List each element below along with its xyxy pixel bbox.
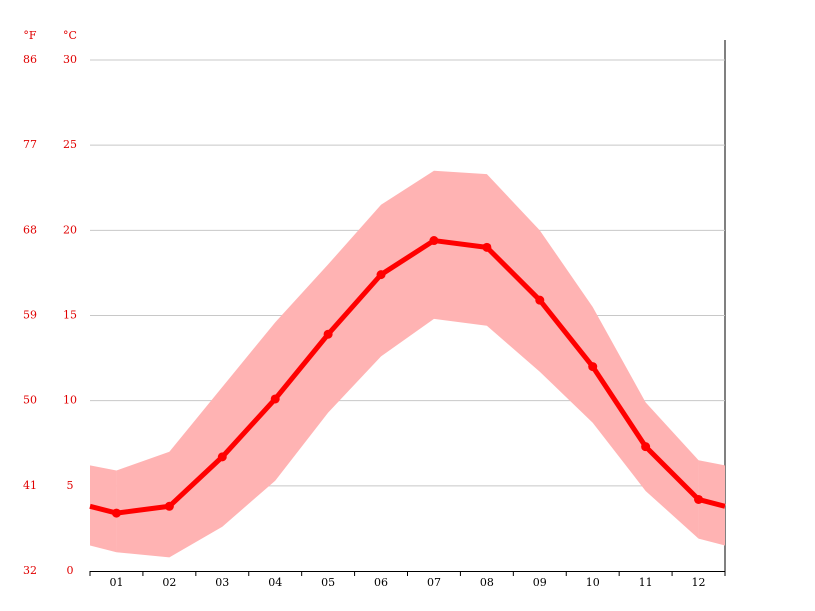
y-tick-label: 15 [63, 309, 77, 322]
x-tick-label: 05 [321, 576, 335, 589]
mean-temperature-edge-right [697, 497, 726, 509]
mean-temperature-point [376, 270, 386, 280]
y2-axis-label: °F [23, 29, 37, 42]
x-tick-label: 04 [268, 576, 282, 589]
temperature-range-band [116, 170, 699, 558]
mean-temperature-point [323, 329, 333, 339]
x-tick-label: 08 [480, 576, 494, 589]
y-tick-label: 30 [63, 53, 77, 66]
y2-tick-label: 86 [23, 53, 37, 66]
x-tick-label: 12 [692, 576, 706, 589]
x-tick-label: 09 [533, 576, 547, 589]
x-tick-label: 11 [639, 576, 653, 589]
y2-tick-label: 50 [23, 394, 37, 407]
x-tick-label: 07 [427, 576, 441, 589]
mean-temperature-point [588, 362, 598, 372]
mean-temperature-edge-left [89, 503, 118, 516]
y-tick-label: 25 [63, 138, 77, 151]
mean-temperature-point [482, 242, 492, 252]
x-tick-label: 02 [162, 576, 176, 589]
x-tick-label: 01 [109, 576, 123, 589]
y-tick-label: 10 [63, 394, 77, 407]
y2-tick-label: 77 [23, 138, 37, 151]
y2-tick-label: 68 [23, 223, 37, 236]
y-tick-label: 20 [63, 223, 77, 236]
mean-temperature-point [111, 508, 121, 518]
y-tick-label: 5 [67, 479, 74, 492]
mean-temperature-point [270, 394, 280, 404]
x-tick-label: 10 [586, 576, 600, 589]
mean-temperature-point [641, 442, 651, 452]
mean-temperature-point [694, 494, 704, 504]
x-tick-label: 06 [374, 576, 388, 589]
mean-temperature-point [429, 236, 439, 246]
y-axis-label: °C [63, 29, 77, 42]
mean-temperature-line [116, 238, 701, 516]
mean-temperature-point [164, 501, 174, 511]
mean-temperature-point [217, 452, 227, 462]
y2-tick-label: 59 [23, 309, 37, 322]
x-tick-label: 03 [215, 576, 229, 589]
y2-tick-label: 32 [23, 564, 37, 577]
y2-tick-label: 41 [23, 479, 37, 492]
y-tick-label: 0 [67, 564, 74, 577]
mean-temperature-point [535, 295, 545, 305]
